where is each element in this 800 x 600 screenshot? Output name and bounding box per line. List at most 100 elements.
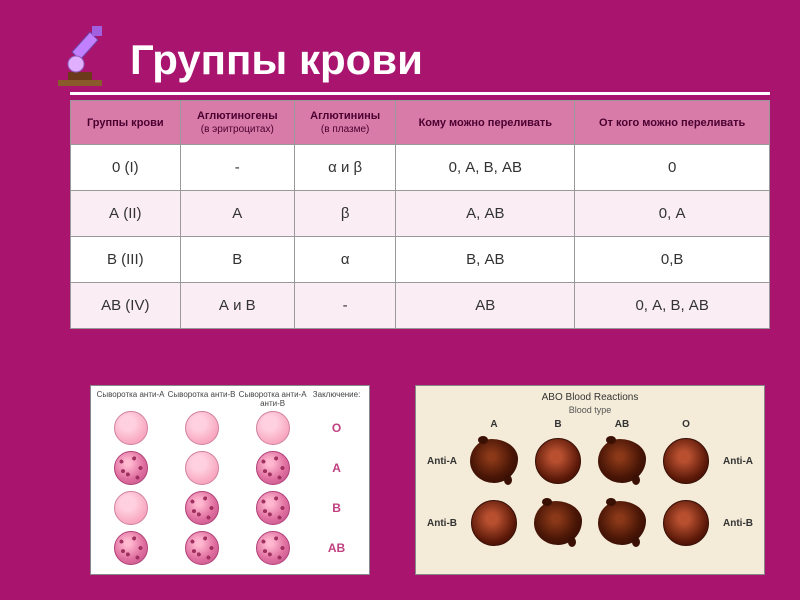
cell-agglutinins: α и β <box>294 145 395 191</box>
serum-cell <box>95 531 166 565</box>
serum-cell <box>166 451 237 485</box>
reaction-cell <box>462 500 526 546</box>
microscope-icon <box>50 20 110 90</box>
right-subtitle: Blood type <box>422 405 758 415</box>
smooth-sample-icon <box>256 411 290 445</box>
page-title: Группы крови <box>130 36 423 84</box>
right-col-headers: ABABO <box>462 419 718 430</box>
header-group: Группы крови <box>71 101 181 145</box>
cell-donate_to: В, АВ <box>396 237 575 283</box>
reaction-cell <box>526 438 590 484</box>
agglutinated-sample-icon <box>256 451 290 485</box>
cell-receive_from: 0 <box>575 145 770 191</box>
abo-reactions-figure: ABO Blood Reactions Blood type ABABO Ant… <box>415 385 765 575</box>
right-title: ABO Blood Reactions <box>422 392 758 403</box>
reaction-cell <box>654 500 718 546</box>
agglutinated-sample-icon <box>256 531 290 565</box>
table-row: В (III)ВαВ, АВ0,В <box>71 237 770 283</box>
serum-cell <box>166 411 237 445</box>
left-figure-rows: OАВАВ <box>95 408 365 568</box>
group-label: В <box>308 501 365 515</box>
cell-group: В (III) <box>71 237 181 283</box>
agglutinated-sample-icon <box>185 531 219 565</box>
cell-donate_to: АВ <box>396 283 575 329</box>
antibody-label-right: Anti-A <box>718 456 758 467</box>
header-agglutinins: Аглютинины(в плазме) <box>294 101 395 145</box>
blood-groups-table: Группы крови Аглютиногены(в эритроцитах)… <box>70 100 770 329</box>
cell-agglutinogens: А и В <box>180 283 294 329</box>
cell-donate_to: 0, А, В, АВ <box>396 145 575 191</box>
serum-cell <box>95 411 166 445</box>
agglutinated-blot-icon <box>598 501 646 545</box>
cell-agglutinins: α <box>294 237 395 283</box>
header-donate-to: Кому можно переливать <box>396 101 575 145</box>
serum-cell <box>237 491 308 525</box>
agglutinated-blot-icon <box>470 439 518 483</box>
serum-test-figure: Сыворотка анти-А Сыворотка анти-В Сыворо… <box>90 385 370 575</box>
agglutinated-sample-icon <box>256 491 290 525</box>
table-row: А (II)АβА, АВ0, А <box>71 191 770 237</box>
title-underline <box>70 92 770 95</box>
table-row: АВ (IV)А и В-АВ0, А, В, АВ <box>71 283 770 329</box>
cell-agglutinogens: В <box>180 237 294 283</box>
antibody-label-right: Anti-B <box>718 518 758 529</box>
smooth-blot-icon <box>663 438 709 484</box>
cell-receive_from: 0, А <box>575 191 770 237</box>
cell-group: А (II) <box>71 191 181 237</box>
blood-type-header: A <box>462 419 526 430</box>
smooth-blot-icon <box>535 438 581 484</box>
left-figure-row: В <box>95 488 365 528</box>
left-h1: Сыворотка анти-А <box>95 390 166 408</box>
group-label: O <box>308 421 365 435</box>
agglutinated-blot-icon <box>534 501 582 545</box>
serum-cell <box>95 491 166 525</box>
agglutinated-sample-icon <box>114 451 148 485</box>
agglutinated-blot-icon <box>598 439 646 483</box>
cell-receive_from: 0, А, В, АВ <box>575 283 770 329</box>
left-h4: Заключение: <box>308 390 365 408</box>
reaction-cell <box>654 438 718 484</box>
left-figure-row: O <box>95 408 365 448</box>
left-h2: Сыворотка анти-В <box>166 390 237 408</box>
serum-cell <box>95 451 166 485</box>
agglutinated-sample-icon <box>114 531 148 565</box>
table-header-row: Группы крови Аглютиногены(в эритроцитах)… <box>71 101 770 145</box>
table-body: 0 (I)-α и β0, А, В, АВ0А (II)АβА, АВ0, А… <box>71 145 770 329</box>
left-h3: Сыворотка анти-А анти-В <box>237 390 308 408</box>
cell-agglutinins: β <box>294 191 395 237</box>
smooth-sample-icon <box>185 451 219 485</box>
header-agglutinogens: Аглютиногены(в эритроцитах) <box>180 101 294 145</box>
blood-type-header: B <box>526 419 590 430</box>
cell-group: АВ (IV) <box>71 283 181 329</box>
group-label: АВ <box>308 541 365 555</box>
smooth-sample-icon <box>114 411 148 445</box>
reaction-cell <box>526 501 590 545</box>
serum-cell <box>237 451 308 485</box>
table-row: 0 (I)-α и β0, А, В, АВ0 <box>71 145 770 191</box>
reaction-cell <box>462 439 526 483</box>
serum-cell <box>237 411 308 445</box>
smooth-blot-icon <box>663 500 709 546</box>
reaction-cell <box>590 439 654 483</box>
antibody-label-left: Anti-B <box>422 518 462 529</box>
antibody-label-left: Anti-A <box>422 456 462 467</box>
header-receive-from: От кого можно переливать <box>575 101 770 145</box>
reaction-cell <box>590 501 654 545</box>
cell-agglutinogens: - <box>180 145 294 191</box>
blood-type-header: O <box>654 419 718 430</box>
right-figure-rows: Anti-A Anti-A Anti-B Anti-B <box>422 430 758 554</box>
serum-cell <box>237 531 308 565</box>
smooth-sample-icon <box>114 491 148 525</box>
cell-receive_from: 0,В <box>575 237 770 283</box>
left-figure-row: А <box>95 448 365 488</box>
smooth-blot-icon <box>471 500 517 546</box>
agglutinated-sample-icon <box>185 491 219 525</box>
cell-donate_to: А, АВ <box>396 191 575 237</box>
cell-agglutinins: - <box>294 283 395 329</box>
smooth-sample-icon <box>185 411 219 445</box>
cell-agglutinogens: А <box>180 191 294 237</box>
cell-group: 0 (I) <box>71 145 181 191</box>
left-figure-row: АВ <box>95 528 365 568</box>
serum-cell <box>166 531 237 565</box>
right-figure-row: Anti-B Anti-B <box>422 492 758 554</box>
